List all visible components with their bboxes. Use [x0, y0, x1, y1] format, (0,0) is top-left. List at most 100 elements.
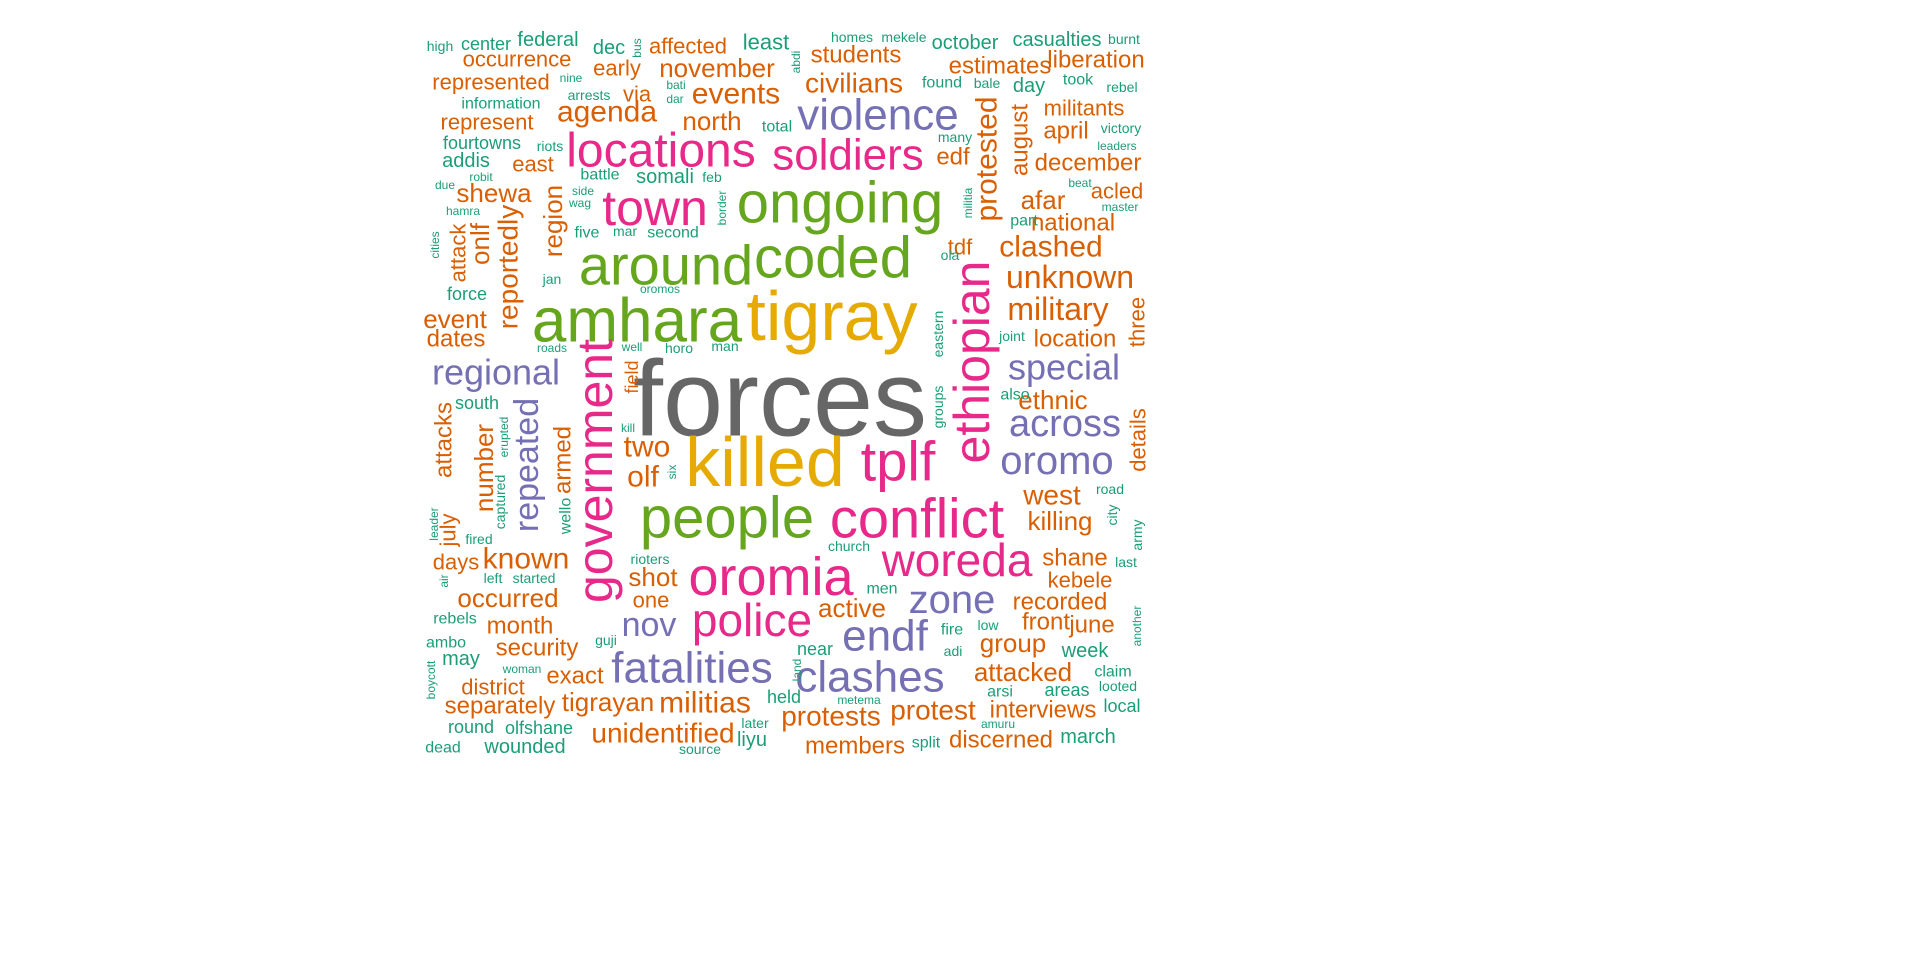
word-protested: protested [971, 96, 1004, 221]
word-october: october [932, 32, 999, 54]
word-land: land [790, 659, 804, 682]
word-members: members [805, 733, 905, 760]
word-high: high [427, 38, 453, 54]
word-ethnic: ethnic [1018, 385, 1087, 415]
word-round: round [448, 717, 494, 737]
word-discerned: discerned [949, 727, 1053, 754]
word-front: front [1022, 609, 1070, 636]
word-force: force [447, 284, 487, 304]
word-march: march [1060, 726, 1116, 748]
word-total: total [762, 119, 792, 136]
word-protests: protests [781, 701, 881, 732]
word-soldiers: soldiers [772, 131, 924, 180]
word-men: men [866, 581, 897, 598]
word-roads: roads [537, 341, 567, 355]
word-looted: looted [1099, 678, 1137, 694]
word-arrests: arrests [568, 87, 611, 103]
word-amuru: amuru [981, 717, 1015, 731]
word-somali: somali [636, 166, 694, 188]
word-rebel: rebel [1106, 79, 1137, 95]
word-forces: forces [633, 338, 927, 459]
word-month: month [487, 613, 554, 640]
word-dead: dead [425, 740, 461, 757]
word-june: june [1068, 612, 1114, 639]
word-militants: militants [1044, 96, 1125, 121]
word-due: due [435, 178, 455, 192]
word-jan: jan [542, 271, 562, 287]
word-information: information [461, 96, 540, 113]
word-beat: beat [1068, 176, 1092, 190]
word-nine: nine [560, 71, 583, 85]
word-fourtowns: fourtowns [443, 133, 521, 153]
word-metema: metema [837, 693, 881, 707]
word-five: five [575, 225, 600, 242]
word-later: later [741, 715, 769, 731]
word-may: may [442, 648, 480, 670]
word-military: military [1007, 291, 1108, 327]
word-afar: afar [1021, 185, 1066, 215]
word-two: two [624, 431, 671, 464]
word-shot: shot [628, 562, 678, 592]
word-held: held [767, 687, 801, 707]
word-oromo: oromo [1000, 439, 1113, 483]
word-burnt: burnt [1108, 31, 1140, 47]
word-kebele: kebele [1048, 568, 1113, 593]
word-south: south [455, 393, 499, 413]
word-amhara: amhara [532, 287, 743, 356]
word-ambo: ambo [426, 635, 466, 652]
word-oromia: oromia [688, 547, 854, 607]
word-groups: groups [930, 386, 946, 429]
word-woreda: woreda [881, 534, 1033, 586]
word-north: north [682, 106, 741, 136]
word-exact: exact [546, 663, 604, 690]
word-attacked: attacked [974, 657, 1072, 687]
word-horo: horo [665, 340, 693, 356]
word-militia: militia [961, 187, 975, 218]
word-militias: militias [659, 687, 751, 720]
word-dar: dar [666, 92, 683, 106]
word-interviews: interviews [990, 697, 1097, 724]
word-known: known [483, 543, 570, 576]
word-areas: areas [1044, 680, 1089, 700]
word-unidentified: unidentified [591, 718, 734, 749]
word-battle: battle [580, 167, 619, 184]
word-homes: homes [831, 29, 873, 45]
word-abdi: abdi [789, 51, 803, 74]
word-hamra: hamra [446, 204, 480, 218]
word-three: three [1125, 297, 1150, 347]
word-across: across [1009, 403, 1121, 445]
word-national: national [1031, 210, 1115, 237]
word-coded: coded [754, 226, 912, 291]
word-bati: bati [666, 78, 685, 92]
word-casualties: casualties [1013, 29, 1102, 51]
word-least: least [743, 30, 789, 55]
word-mekele: mekele [881, 29, 926, 45]
word-ongoing: ongoing [737, 171, 943, 236]
word-bale: bale [974, 75, 1001, 91]
word-oromos: oromos [640, 282, 680, 296]
word-low: low [977, 617, 999, 633]
word-center: center [461, 34, 511, 54]
word-robit: robit [469, 170, 493, 184]
word-repeated: repeated [508, 398, 546, 532]
word-master: master [1102, 200, 1139, 214]
word-fired: fired [465, 531, 492, 547]
word-border: border [715, 191, 729, 226]
word-leaders: leaders [1097, 139, 1136, 153]
word-city: city [1104, 505, 1120, 526]
word-part: part [1010, 213, 1038, 230]
word-ola: ola [941, 247, 960, 263]
word-liberation: liberation [1047, 47, 1144, 74]
word-last: last [1115, 554, 1137, 570]
word-shewa: shewa [456, 178, 532, 208]
word-special: special [1008, 347, 1120, 388]
word-wello: wello [558, 498, 575, 536]
word-nov: nov [622, 606, 677, 644]
word-joint: joint [998, 328, 1025, 344]
word-police: police [692, 594, 812, 646]
word-adi: adi [944, 643, 963, 659]
word-edf: edf [936, 144, 970, 171]
word-mar: mar [613, 223, 637, 239]
word-armed: armed [550, 426, 577, 494]
word-one: one [633, 588, 670, 613]
